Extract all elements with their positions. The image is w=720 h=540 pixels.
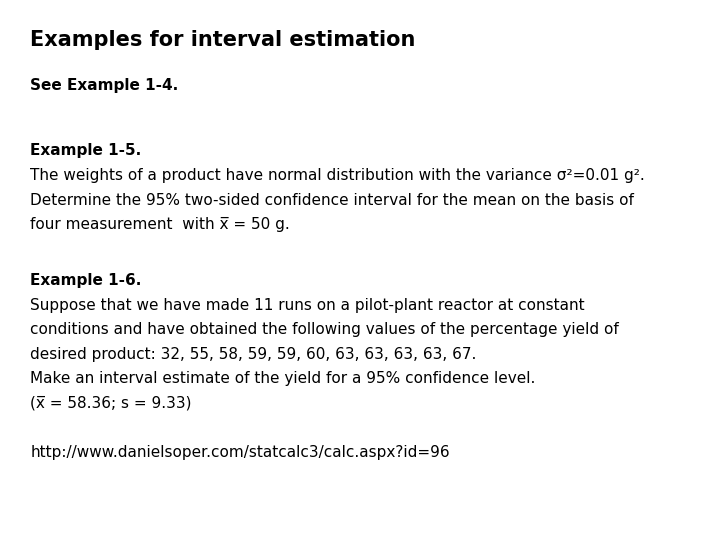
Text: Example 1-6.: Example 1-6. xyxy=(30,273,142,288)
Text: Example 1-5.: Example 1-5. xyxy=(30,143,142,158)
Text: desired product: 32, 55, 58, 59, 59, 60, 63, 63, 63, 63, 67.: desired product: 32, 55, 58, 59, 59, 60,… xyxy=(30,347,477,362)
Text: Suppose that we have made 11 runs on a pilot-plant reactor at constant: Suppose that we have made 11 runs on a p… xyxy=(30,298,585,313)
Text: conditions and have obtained the following values of the percentage yield of: conditions and have obtained the followi… xyxy=(30,322,619,338)
Text: The weights of a product have normal distribution with the variance σ²=0.01 g².: The weights of a product have normal dis… xyxy=(30,168,645,184)
Text: Determine the 95% two-sided confidence interval for the mean on the basis of: Determine the 95% two-sided confidence i… xyxy=(30,193,634,208)
Text: (x̅ = 58.36; s = 9.33): (x̅ = 58.36; s = 9.33) xyxy=(30,395,192,410)
Text: http://www.danielsoper.com/statcalc3/calc.aspx?id=96: http://www.danielsoper.com/statcalc3/cal… xyxy=(30,446,450,461)
Text: Examples for interval estimation: Examples for interval estimation xyxy=(30,30,415,50)
Text: four measurement  with x̅ = 50 g.: four measurement with x̅ = 50 g. xyxy=(30,217,290,232)
Text: See Example 1-4.: See Example 1-4. xyxy=(30,78,179,93)
Text: Make an interval estimate of the yield for a 95% confidence level.: Make an interval estimate of the yield f… xyxy=(30,371,536,386)
